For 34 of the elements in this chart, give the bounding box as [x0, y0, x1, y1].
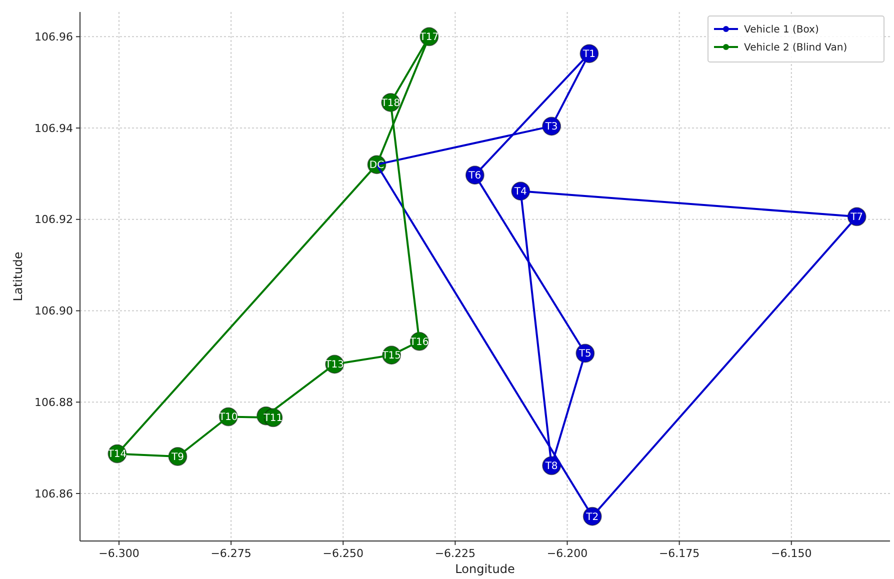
annotation: T6	[468, 170, 482, 182]
annotation: T17	[418, 32, 439, 44]
y-tick-label: 106.96	[34, 30, 73, 44]
annotation: T10	[218, 412, 238, 424]
annotation: T3	[544, 122, 558, 133]
annotation: T16	[408, 336, 429, 348]
annotation: T15	[381, 350, 401, 362]
annotation: T2	[585, 512, 599, 523]
y-axis-title: Latitude	[11, 252, 25, 302]
annotation: T5	[578, 348, 592, 360]
x-tick-label: −6.275	[210, 547, 252, 560]
y-tick-label: 106.86	[34, 487, 73, 500]
x-tick-label: −6.200	[546, 547, 588, 560]
annotation: T11	[262, 413, 283, 424]
y-tick-label: 106.90	[34, 304, 73, 318]
y-tick-label: 106.94	[34, 122, 73, 135]
legend-label: Vehicle 1 (Box)	[744, 24, 819, 36]
annotation: T8	[544, 461, 558, 472]
x-tick-label: −6.250	[322, 547, 364, 560]
annotation: T18	[380, 98, 400, 109]
y-tick-label: 106.88	[34, 396, 73, 409]
annotation: T7	[850, 212, 864, 224]
x-tick-label: −6.300	[98, 547, 140, 560]
x-tick-label: −6.225	[434, 547, 476, 560]
x-axis-title: Longitude	[455, 562, 515, 576]
annotation: T1	[582, 49, 596, 60]
annotation: T13	[324, 360, 344, 371]
x-tick-label: −6.175	[658, 547, 700, 560]
annotation: T4	[513, 186, 527, 198]
y-tick-label: 106.92	[34, 213, 73, 226]
legend-label: Vehicle 2 (Blind Van)	[744, 42, 848, 54]
annotation: T9	[170, 452, 184, 463]
annotation: T14	[106, 449, 127, 460]
x-tick-label: −6.150	[771, 547, 812, 560]
